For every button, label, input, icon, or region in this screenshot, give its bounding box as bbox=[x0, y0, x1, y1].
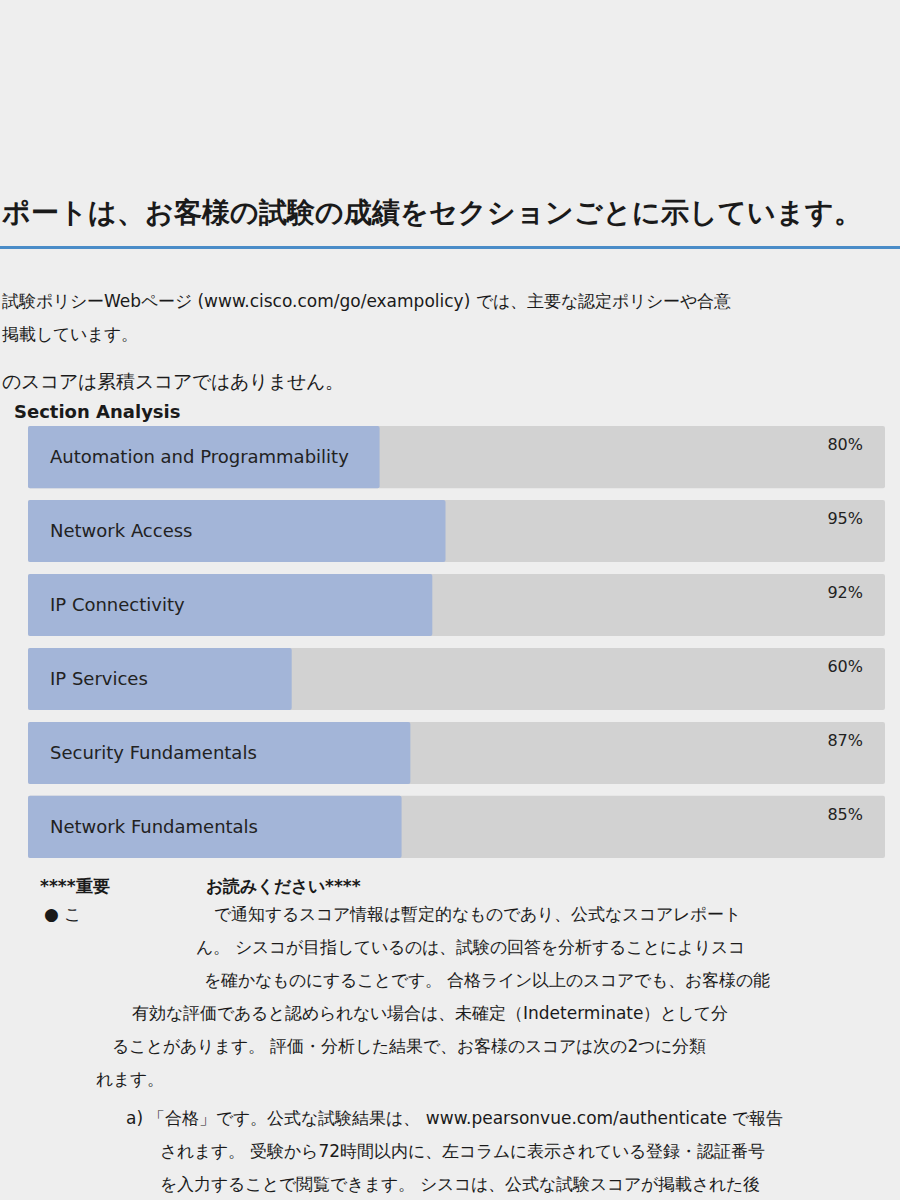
bar bbox=[28, 500, 446, 562]
data-label: 60% bbox=[827, 657, 863, 676]
tick: Network Fundamentals bbox=[50, 816, 258, 837]
data-label: 87% bbox=[827, 731, 863, 750]
category-label: Security Fundamentals bbox=[50, 742, 257, 763]
heading: ポートは、お客様の試験の成績をセクションごとに示しています。 bbox=[2, 196, 862, 229]
data-label: 92% bbox=[827, 583, 863, 602]
chart-title: Section Analysis bbox=[14, 401, 180, 422]
paper bbox=[0, 0, 900, 1200]
notice-line: ん。 シスコが目指しているのは、試験の回答を分析することによりスコ bbox=[196, 937, 745, 957]
data-label: 95% bbox=[827, 509, 863, 528]
bar bbox=[28, 648, 292, 710]
bar bbox=[28, 722, 410, 784]
category-label: Network Access bbox=[50, 520, 193, 541]
bar bbox=[28, 574, 432, 636]
notice-line: ● こ bbox=[44, 904, 81, 924]
bar-track bbox=[28, 722, 885, 784]
notice-line: ることがあります。 評価・分析した結果で、お客様のスコアは次の2つに分類 bbox=[112, 1036, 706, 1056]
notice-line: れます。 bbox=[96, 1069, 164, 1089]
page: ポートは、お客様の試験の成績をセクションごとに示しています。試験ポリシーWebペ… bbox=[0, 0, 900, 1200]
tick: IP Services bbox=[50, 668, 148, 689]
notice-line: を入力することで閲覧できます。 シスコは、公式な試験スコアが掲載された後 bbox=[160, 1174, 760, 1194]
data-labels: 80% 95% 92% 60% 87% 85% bbox=[827, 435, 863, 824]
bar bbox=[28, 426, 380, 488]
axis-line bbox=[50, 427, 51, 859]
intro-line: 試験ポリシーWebページ (www.cisco.com/go/exampolic… bbox=[2, 291, 731, 311]
category-axis: Automation and Programmability Network Ac… bbox=[50, 427, 349, 859]
data-label: 80% bbox=[827, 435, 863, 454]
tick: Automation and Programmability bbox=[50, 446, 349, 467]
notice-line: されます。 受験から72時間以内に、左コラムに表示されている登録・認証番号 bbox=[160, 1141, 765, 1161]
bars bbox=[28, 426, 446, 858]
category-label: Automation and Programmability bbox=[50, 446, 349, 467]
bar-track bbox=[28, 500, 885, 562]
category-label: Network Fundamentals bbox=[50, 816, 258, 837]
data-label: 85% bbox=[827, 805, 863, 824]
bar-track bbox=[28, 648, 885, 710]
notice-line: a) 「合格」です。公式な試験結果は、 www.pearsonvue.com/a… bbox=[126, 1108, 783, 1128]
category-label: IP Services bbox=[50, 668, 148, 689]
notice-heading: お読みください**** bbox=[206, 876, 361, 896]
bar-track bbox=[28, 574, 885, 636]
tick: Network Access bbox=[50, 520, 193, 541]
notice-line: 有効な評価であると認められない場合は、未確定（Indeterminate）として… bbox=[132, 1003, 728, 1023]
category-label: IP Connectivity bbox=[50, 594, 185, 615]
notice-line: で通知するスコア情報は暫定的なものであり、公式なスコアレポート bbox=[214, 904, 741, 924]
tick: Security Fundamentals bbox=[50, 742, 257, 763]
notice: ****重要 お読みください**** ● こ で通知するスコア情報は暫定的なものであり… bbox=[40, 876, 783, 1194]
bar bbox=[28, 796, 402, 858]
intro-line: 掲載しています。 bbox=[2, 324, 138, 344]
heading-rule bbox=[0, 246, 900, 249]
notice-heading: ****重要 bbox=[40, 876, 110, 896]
intro-line: のスコアは累積スコアではありません。 bbox=[2, 370, 344, 392]
notice-line: を確かなものにすることです。 合格ライン以上のスコアでも、お客様の能 bbox=[204, 970, 770, 990]
tick: IP Connectivity bbox=[50, 594, 185, 615]
tracks bbox=[28, 426, 885, 858]
bar-track bbox=[28, 426, 885, 488]
bar-track bbox=[28, 796, 885, 858]
